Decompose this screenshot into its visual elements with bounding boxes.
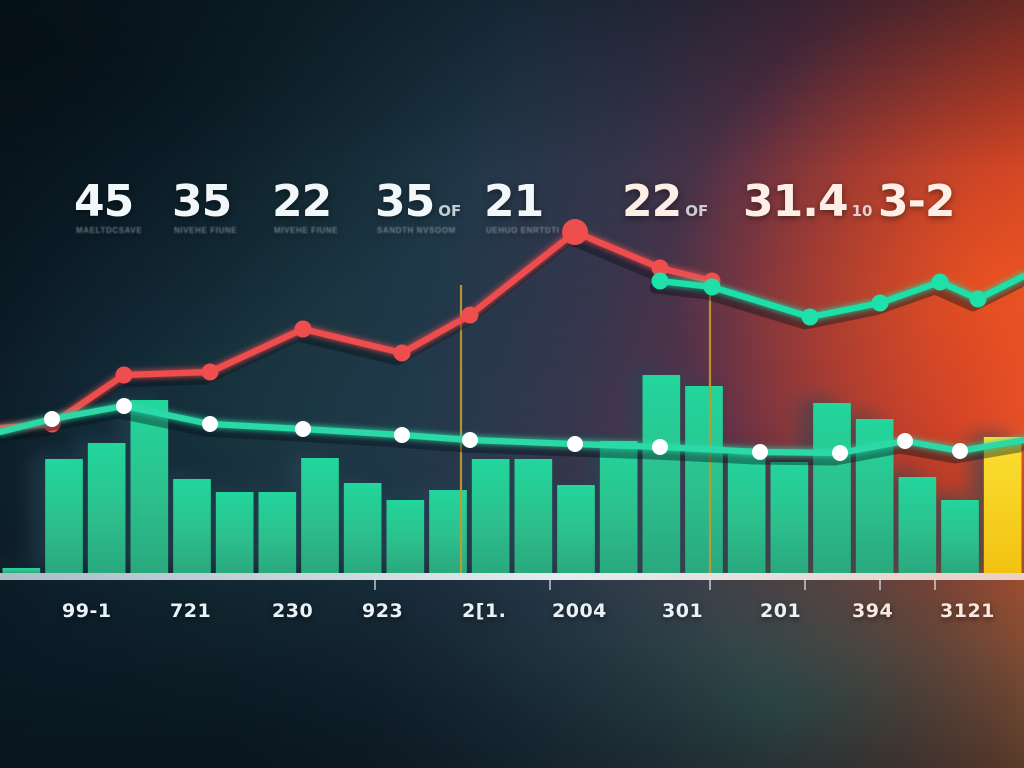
metric-suffix: OF [438, 202, 462, 220]
metric-value: 22 [272, 176, 332, 227]
bar[interactable] [599, 441, 638, 573]
metric-value: 35 [375, 176, 435, 227]
bar[interactable] [87, 443, 126, 573]
data-point-marker[interactable] [871, 294, 889, 312]
metric-label-row: 45 MAELTDCSAVE 35 NIVEHE FIUNE 22 MIVEHE FIUN… [0, 0, 1024, 236]
axis-tick-label: 201 [760, 600, 802, 622]
line-shadow [649, 277, 1024, 330]
data-point-marker[interactable] [201, 363, 219, 381]
axis-tick-label: 394 [852, 600, 894, 622]
metric-sublabel: NIVEHE FIUNE [174, 226, 238, 235]
data-point-marker[interactable] [952, 443, 968, 459]
bar[interactable] [685, 386, 723, 573]
data-point-marker[interactable] [393, 344, 411, 362]
line-shadow [0, 407, 1024, 466]
data-point-marker[interactable] [969, 290, 987, 308]
metric-value: 35 [172, 176, 232, 227]
axis-line [0, 573, 1024, 580]
axis-tick-label: 3121 [940, 600, 995, 622]
data-point-marker[interactable] [703, 278, 721, 296]
data-point-marker[interactable] [931, 273, 949, 291]
bar[interactable] [471, 459, 510, 573]
vertical-markers [459, 285, 712, 573]
bar[interactable] [813, 403, 851, 573]
data-point-marker[interactable] [651, 272, 669, 290]
axis-tick-label: 99-1 [62, 600, 112, 622]
bar-highlight[interactable] [983, 437, 1022, 573]
axis-label-row: 99-1 721 230 923 2[1. 2004 301 201 394 3121 [0, 600, 1024, 646]
metric-7: 31.4 10 [743, 180, 872, 224]
trend-line-trend-red[interactable] [0, 228, 716, 432]
metric-1: 45 MAELTDCSAVE [74, 176, 142, 236]
bar[interactable] [514, 459, 553, 573]
data-point-marker[interactable] [897, 433, 913, 449]
data-point-marker[interactable] [294, 320, 312, 338]
data-point-marker[interactable] [202, 416, 218, 432]
axis-tick-label: 2[1. [462, 600, 507, 622]
metric-value: 21 [484, 176, 544, 227]
data-point-marker[interactable] [832, 445, 848, 461]
metric-8: 3-2 [878, 180, 955, 224]
metric-2: 35 NIVEHE FIUNE [172, 176, 237, 236]
data-point-marker[interactable] [116, 398, 132, 414]
line-shadow [0, 233, 713, 441]
metric-5: 21 UEHUO ENRTDTI [484, 176, 559, 236]
bar[interactable] [45, 459, 83, 573]
data-point-marker[interactable] [752, 444, 768, 460]
axis-tick-label: 230 [272, 600, 314, 622]
data-point-marker[interactable] [652, 439, 668, 455]
bar[interactable] [301, 458, 339, 573]
trend-line-trend-white-marker[interactable] [0, 402, 1024, 457]
metric-4: 35 OF SANDTH NVSOOM [375, 176, 462, 236]
metric-sublabel: UEHUO ENRTDTI [486, 226, 560, 235]
bar[interactable] [258, 492, 297, 573]
metric-6: 22 OF [622, 180, 708, 224]
bar-series [2, 375, 1022, 573]
bar[interactable] [770, 462, 809, 573]
bar[interactable] [215, 492, 254, 573]
bar[interactable] [2, 568, 41, 573]
bar[interactable] [343, 483, 382, 573]
data-point-marker[interactable] [567, 436, 583, 452]
bar[interactable] [727, 454, 766, 573]
data-point-marker[interactable] [801, 308, 819, 326]
data-point-marker[interactable] [562, 219, 588, 245]
data-point-marker[interactable] [115, 366, 133, 384]
metric-value: 22 [622, 176, 682, 227]
axis-tick-label: 721 [170, 600, 212, 622]
axis-tick-label: 301 [662, 600, 704, 622]
gridlines [0, 252, 1024, 571]
metric-suffix: OF [685, 202, 709, 220]
bar[interactable] [173, 479, 211, 573]
metric-suffix: 10 [851, 202, 873, 220]
bar[interactable] [642, 375, 681, 573]
metric-value: 3-2 [878, 176, 955, 227]
data-point-marker[interactable] [295, 421, 311, 437]
bar[interactable] [941, 500, 979, 573]
axis-tick-label: 2004 [552, 600, 607, 622]
data-point-marker[interactable] [394, 427, 410, 443]
bar[interactable] [557, 485, 595, 573]
metric-3: 22 MIVEHE FIUNE [272, 176, 338, 236]
data-point-marker[interactable] [461, 306, 479, 324]
metric-sublabel: MIVEHE FIUNE [274, 226, 339, 235]
data-point-marker[interactable] [651, 259, 669, 277]
axis-tick-label: 923 [362, 600, 404, 622]
axis-ticks [374, 579, 936, 590]
data-point-marker[interactable] [462, 432, 478, 448]
line-series [0, 219, 1024, 466]
bar[interactable] [386, 500, 425, 573]
bar[interactable] [898, 477, 937, 573]
bar[interactable] [130, 400, 169, 573]
axis-baseline [0, 573, 1024, 580]
metric-value: 31.4 [743, 176, 849, 227]
metric-sublabel: MAELTDCSAVE [76, 226, 143, 235]
metric-sublabel: SANDTH NVSOOM [377, 226, 456, 235]
metric-value: 45 [74, 176, 134, 227]
data-point-marker[interactable] [44, 411, 60, 427]
